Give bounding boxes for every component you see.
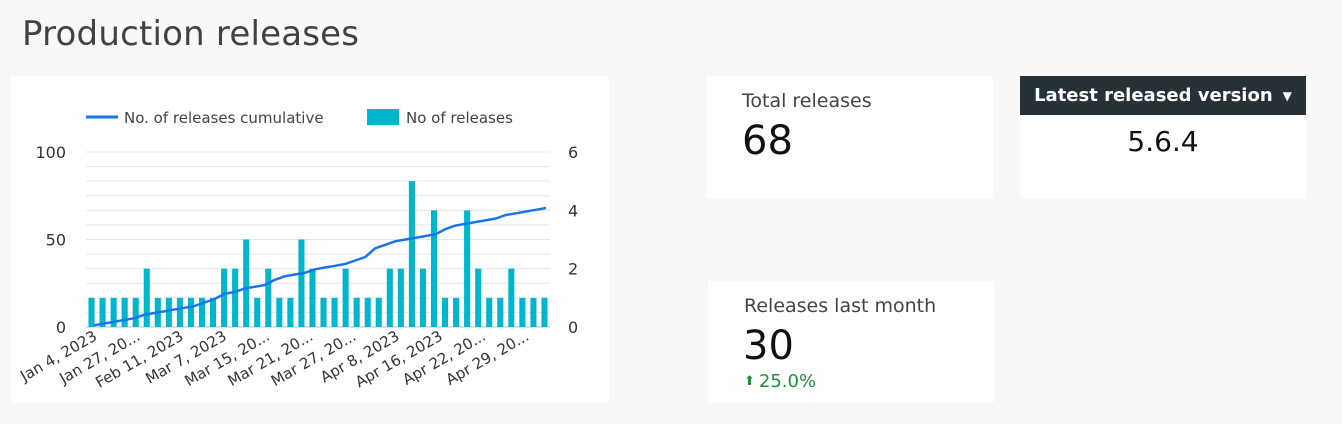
release-bar (342, 268, 349, 327)
release-bar (265, 268, 272, 327)
release-bar (530, 297, 537, 327)
right-y-tick-label: 4 (568, 201, 578, 220)
release-bar (187, 297, 194, 327)
release-bar (276, 297, 283, 327)
left-y-tick-label: 0 (56, 318, 66, 337)
total-releases-label: Total releases (742, 90, 872, 112)
left-y-tick-label: 100 (35, 143, 66, 162)
release-bar (475, 268, 482, 327)
release-bar (408, 181, 415, 327)
cumulative-line (93, 206, 547, 327)
release-bar (298, 239, 305, 327)
right-y-axis: 0 2 4 6 (568, 143, 578, 337)
release-bar (397, 268, 404, 327)
release-bar (541, 297, 548, 327)
release-bar (442, 297, 449, 327)
caret-down-icon: ▼ (1282, 88, 1292, 103)
latest-version-card: Latest released version ▼ 5.6.4 (1020, 76, 1306, 198)
release-bar (486, 297, 493, 327)
releases-last-month-card: Releases last month 30 ⬆ 25.0% (708, 281, 994, 403)
total-releases-card: Total releases 68 (706, 76, 993, 198)
release-bar (88, 297, 95, 327)
legend-bar-swatch (367, 109, 399, 125)
release-bar (132, 297, 139, 327)
release-bar (508, 268, 515, 327)
release-bar (375, 297, 382, 327)
latest-version-label: Latest released version (1034, 85, 1273, 106)
releases-last-month-value: 30 (743, 323, 794, 369)
release-bar (331, 297, 338, 327)
release-bar (143, 268, 150, 327)
release-bar (99, 297, 106, 327)
release-bar (419, 268, 426, 327)
release-bar (243, 239, 250, 327)
page-title: Production releases (22, 14, 360, 54)
right-y-tick-label: 0 (568, 318, 578, 337)
total-releases-value: 68 (742, 118, 793, 164)
releases-last-month-delta: ⬆ 25.0% (744, 371, 816, 392)
release-bar (464, 210, 471, 327)
release-bar (221, 268, 228, 327)
legend-label-releases: No of releases (406, 109, 513, 127)
release-bar (430, 210, 438, 327)
release-bar (519, 297, 526, 327)
release-bar (232, 268, 239, 327)
releases-combo-chart: No. of releases cumulative No of release… (16, 109, 578, 392)
right-y-tick-label: 2 (568, 260, 578, 279)
release-bar (287, 297, 294, 327)
release-bar (497, 297, 504, 327)
release-bar (110, 297, 117, 327)
line-series (93, 206, 547, 327)
release-bar (309, 268, 316, 327)
release-bar (210, 297, 217, 327)
release-bar (176, 297, 183, 327)
release-bar (386, 268, 393, 327)
release-bar (453, 297, 460, 327)
releases-chart-card: No. of releases cumulative No of release… (10, 76, 609, 403)
releases-last-month-label: Releases last month (744, 295, 937, 317)
legend-label-cumulative: No. of releases cumulative (124, 109, 324, 127)
latest-version-value: 5.6.4 (1127, 125, 1199, 158)
release-bar (165, 297, 172, 327)
delta-value: 25.0% (758, 371, 817, 392)
release-bar (320, 297, 327, 327)
right-y-tick-label: 6 (568, 143, 578, 162)
left-y-axis: 0 50 100 (35, 143, 66, 337)
release-bar (364, 297, 371, 327)
chart-legend: No. of releases cumulative No of release… (86, 109, 513, 127)
left-y-tick-label: 50 (46, 231, 66, 250)
release-bar (198, 297, 206, 327)
release-bar (121, 297, 128, 327)
latest-version-dropdown[interactable]: Latest released version ▼ (1020, 76, 1306, 115)
bar-series (88, 181, 548, 327)
arrow-up-icon: ⬆ (744, 374, 755, 389)
release-bar (254, 297, 261, 327)
release-bar (353, 297, 360, 327)
